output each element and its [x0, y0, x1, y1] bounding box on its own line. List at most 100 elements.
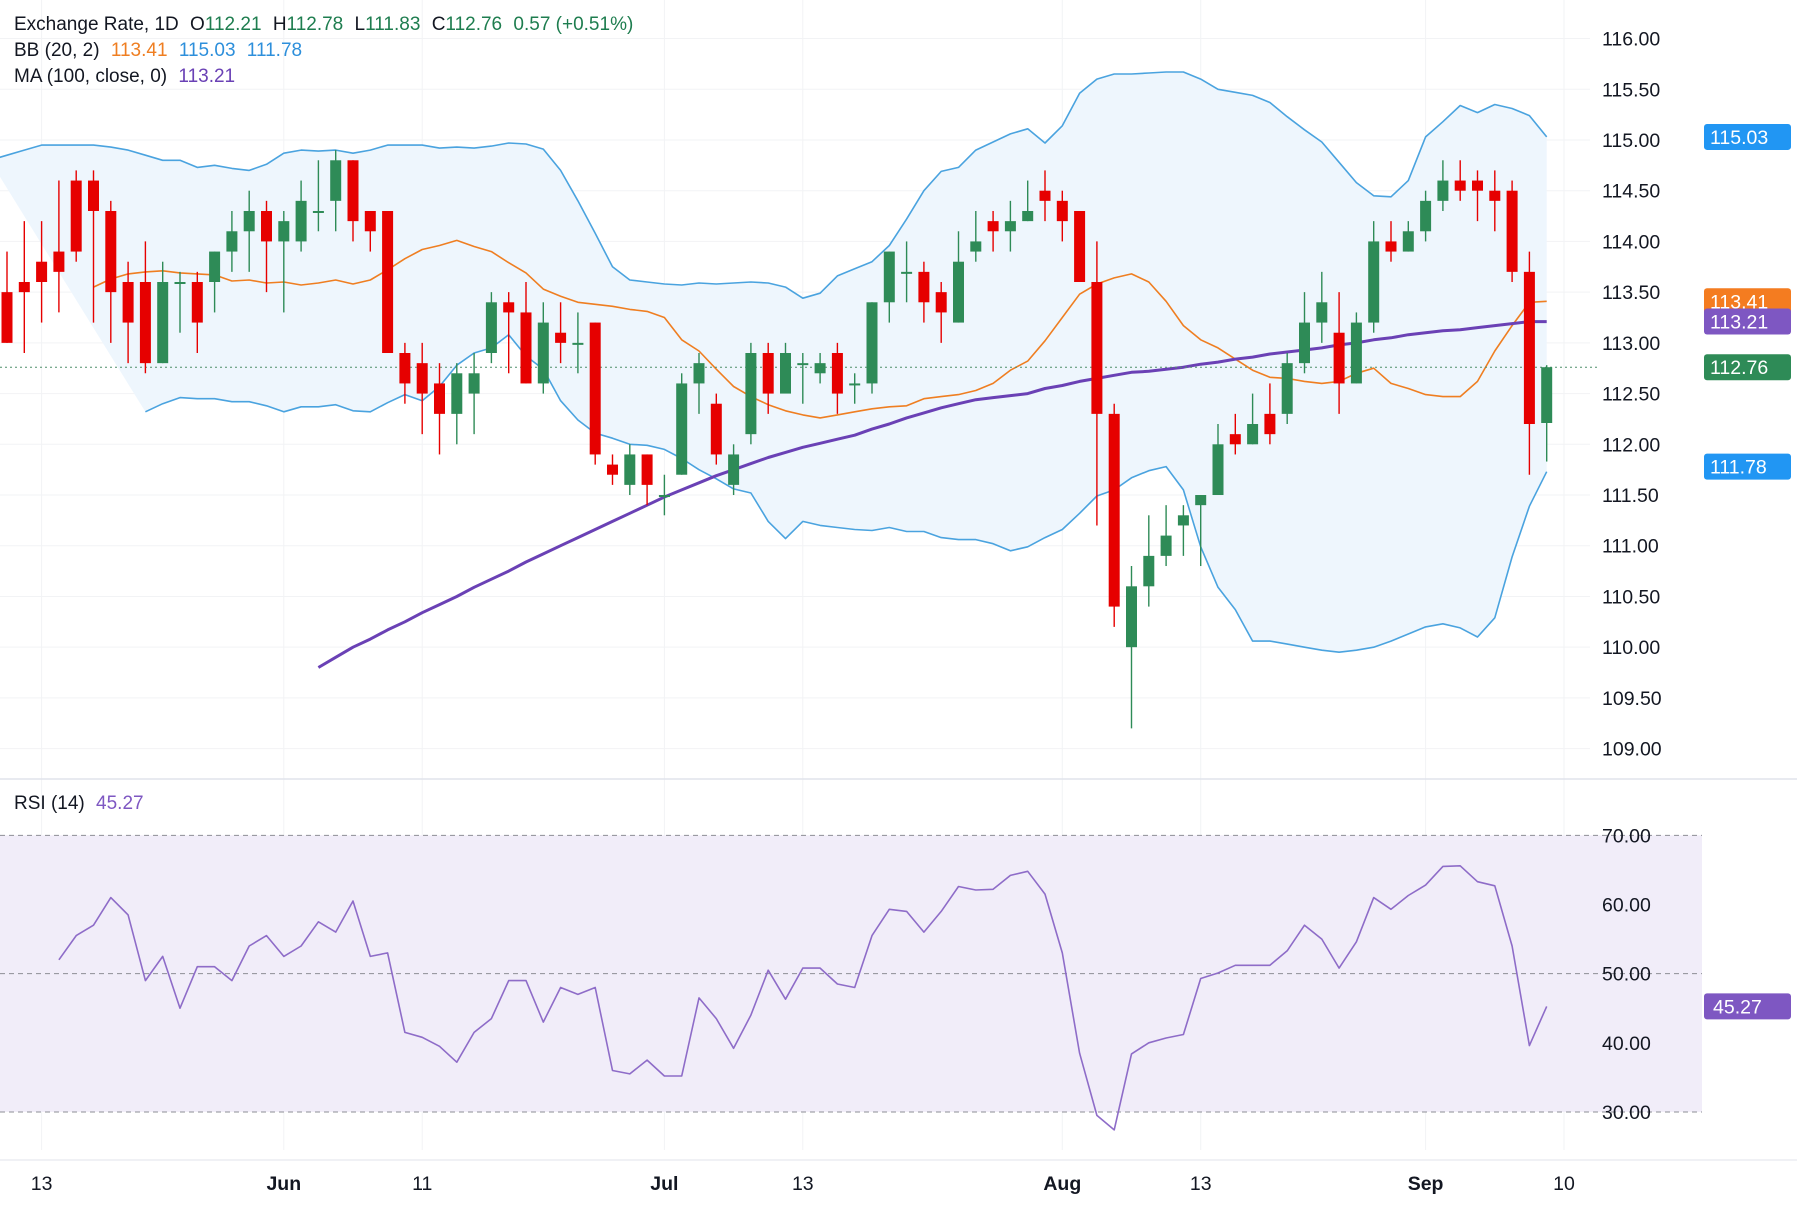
candle-body: [1160, 535, 1172, 556]
candle-body: [88, 180, 99, 211]
candle-body: [831, 353, 843, 394]
candle-body: [901, 271, 913, 274]
candle-body: [105, 210, 117, 293]
candle-body: [1247, 424, 1259, 445]
candle-body: [814, 363, 826, 374]
candle-body: [1541, 367, 1553, 423]
close-value: 112.76: [445, 14, 503, 35]
ohlc-legend: Exchange Rate, 1D O112.21 H112.78 L111.8…: [14, 14, 639, 36]
ma-label: MA (100, close, 0): [14, 66, 168, 87]
price-axis-label: 110.50: [1602, 586, 1660, 608]
time-axis-label: Aug: [1043, 1173, 1081, 1195]
candle-body: [1, 292, 13, 343]
price-axis-label: 110.00: [1602, 637, 1660, 659]
candle-body: [243, 210, 255, 232]
candle-body: [1385, 241, 1397, 252]
bb-upper-value: 115.03: [178, 40, 236, 61]
candle-body: [1281, 363, 1293, 414]
candle-body: [122, 281, 134, 323]
bb-label: BB (20, 2): [14, 40, 100, 61]
candle-body: [970, 241, 982, 252]
bb-lower-line: [145, 333, 1548, 653]
candle-body: [797, 363, 809, 366]
rsi-line: [58, 865, 1548, 1131]
rsi-legend[interactable]: RSI (14) 45.27: [14, 793, 150, 815]
candle-body: [485, 302, 497, 354]
price-axis-label: 112.50: [1602, 384, 1660, 406]
candle-body: [676, 383, 688, 475]
candle-body: [641, 454, 653, 485]
candle-body: [1004, 221, 1016, 232]
candle-body: [728, 454, 740, 485]
candle-body: [1143, 555, 1155, 587]
candle-body: [1264, 413, 1276, 435]
candle-body: [1333, 332, 1345, 384]
price-axis-label: 113.50: [1602, 282, 1660, 304]
candle-body: [1420, 200, 1432, 232]
price-axis-label: 114.50: [1602, 181, 1660, 203]
candle-body: [1195, 495, 1207, 506]
bb-lower-value: 111.78: [246, 40, 303, 61]
candle-body: [1108, 413, 1120, 607]
bb-mid-tag-bg: [1704, 288, 1791, 315]
close-label: C: [431, 14, 446, 35]
candle-body: [572, 342, 584, 345]
high-value: 112.78: [286, 14, 344, 35]
high-label: H: [272, 14, 287, 35]
bb-upper-line: [0, 71, 1548, 299]
candle-body: [520, 312, 532, 384]
bb-upper-tag: 115.03: [1710, 127, 1768, 149]
candle-body: [278, 221, 290, 242]
candle-body: [849, 383, 861, 386]
candle-body: [537, 322, 549, 384]
candle-body: [1056, 200, 1068, 222]
time-axis-label: 13: [1190, 1173, 1212, 1195]
rsi-axis-label: 70.00: [1602, 825, 1651, 847]
open-label: O: [190, 14, 205, 35]
candle-body: [693, 363, 705, 384]
price-axis-label: 114.00: [1602, 231, 1660, 253]
bb-mid-value: 113.41: [110, 40, 168, 61]
candle-body: [468, 373, 480, 394]
candle-body: [762, 353, 774, 394]
candle-body: [780, 353, 791, 394]
candle-body: [261, 210, 272, 242]
candle-body: [330, 160, 342, 201]
bb-lower-tag: 111.78: [1710, 457, 1767, 479]
price-axis-label: 115.00: [1602, 130, 1660, 152]
candle-body: [1523, 271, 1535, 425]
candle-body: [451, 373, 463, 414]
price-axis-label: 109.50: [1602, 688, 1662, 710]
candle-body: [658, 495, 670, 498]
last-price-tag-bg: [1704, 354, 1791, 381]
symbol-title: Exchange Rate, 1D: [14, 14, 179, 35]
rsi-tag-bg: [1704, 993, 1791, 1020]
time-axis-label: Jul: [650, 1173, 678, 1195]
candle-body: [1074, 210, 1086, 282]
price-axis-label: 111.00: [1602, 536, 1659, 558]
rsi-axis-label: 40.00: [1602, 1033, 1651, 1055]
rsi-tag: 45.27: [1713, 996, 1762, 1018]
rsi-label: RSI (14): [14, 793, 85, 814]
candle-body: [36, 261, 48, 282]
candle-body: [434, 383, 445, 414]
ma-legend[interactable]: MA (100, close, 0) 113.21: [14, 66, 241, 88]
candle-body: [1506, 190, 1518, 272]
candle-body: [607, 464, 618, 475]
candle-body: [935, 292, 947, 313]
time-axis-label: Sep: [1408, 1173, 1444, 1195]
price-axis-label: 115.50: [1602, 79, 1660, 101]
last-price-tag: 112.76: [1710, 357, 1768, 379]
candle-body: [295, 200, 307, 242]
bb-upper-tag-bg: [1704, 123, 1791, 150]
change-value: 0.57 (+0.51%): [513, 14, 634, 35]
candle-body: [364, 210, 376, 232]
bb-mid-line: [93, 239, 1547, 419]
candle-body: [987, 221, 999, 232]
candle-body: [1454, 180, 1466, 191]
bb-lower-tag-bg: [1704, 453, 1791, 480]
bb-legend[interactable]: BB (20, 2) 113.41 115.03 111.78: [14, 40, 308, 62]
candle-body: [416, 363, 428, 394]
candle-body: [745, 353, 757, 435]
